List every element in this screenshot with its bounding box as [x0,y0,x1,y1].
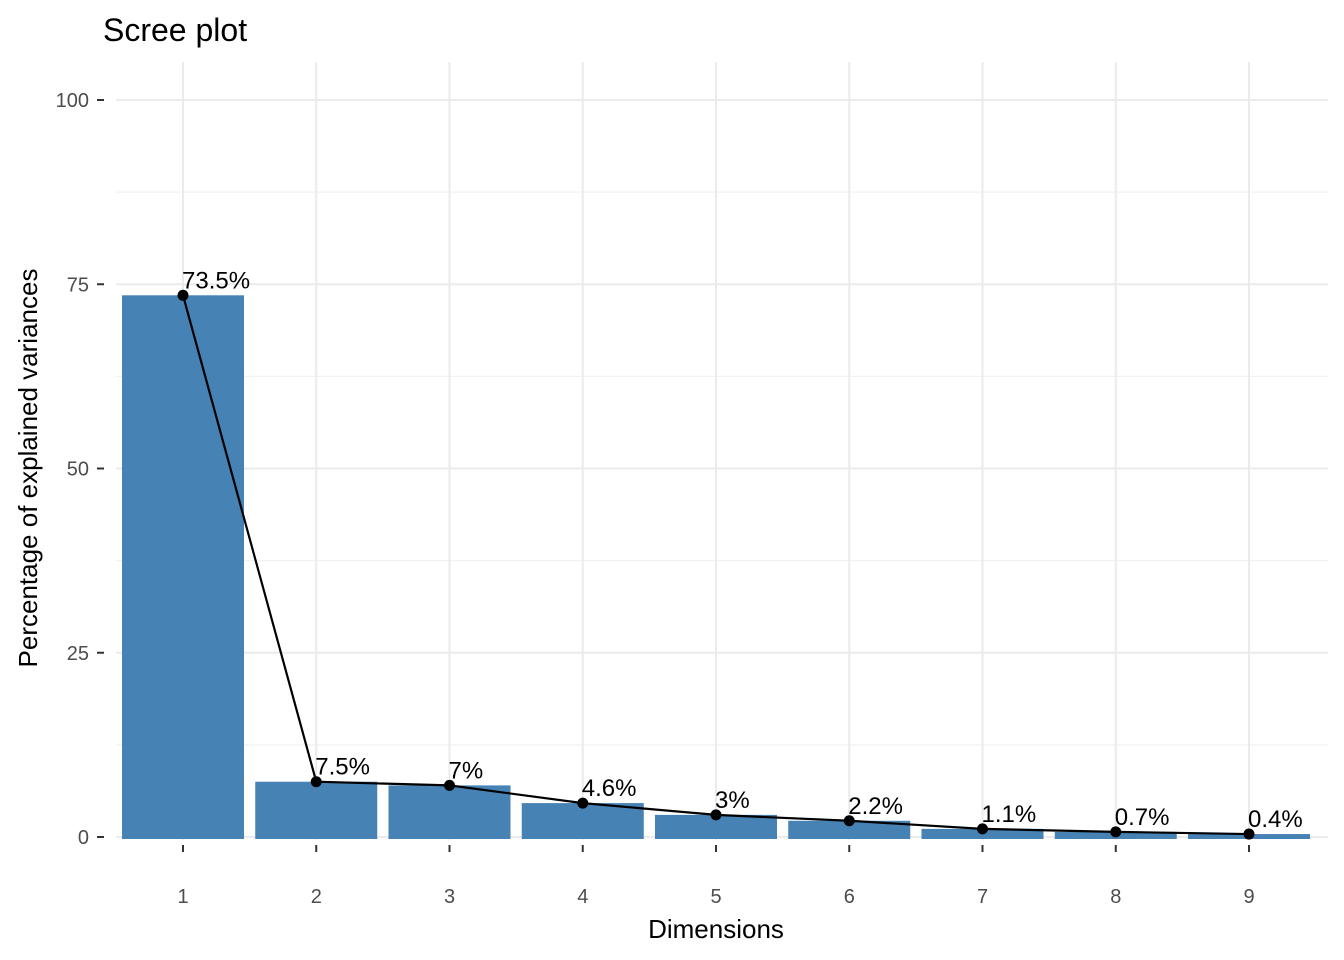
data-label-dim-5: 3% [715,787,750,814]
bar-dim-4 [521,803,644,839]
point-dim-2 [310,776,322,788]
data-label-dim-7: 1.1% [982,801,1037,828]
variance-line [177,289,1255,840]
chart-title: Scree plot [103,12,247,48]
bar-dim-2 [255,781,378,839]
x-tick-label: 9 [1243,886,1254,908]
bar-dim-1 [122,295,244,839]
x-axis-title: Dimensions [648,914,784,944]
data-label-dim-8: 0.7% [1115,804,1170,831]
point-dim-4 [577,797,589,809]
point-dim-1 [177,289,189,301]
bar-dim-3 [388,785,511,839]
x-axis: 1 2 3 4 5 6 7 8 9 [177,845,1255,908]
y-axis-title: Percentage of explained variances [13,269,43,668]
point-dim-5 [710,809,722,821]
bars [122,295,1310,839]
x-tick-label: 8 [1110,886,1121,908]
point-dim-9 [1243,828,1255,840]
x-tick-label: 5 [710,886,721,908]
data-labels: 73.5% 7.5% 7% 4.6% 3% 2.2% 1.1% 0.7% 0.4% [182,267,1303,833]
data-label-dim-9: 0.4% [1248,806,1303,833]
x-tick-label: 1 [177,886,188,908]
data-label-dim-3: 7% [449,757,484,784]
point-dim-8 [1110,826,1122,838]
data-label-dim-1: 73.5% [182,267,250,294]
y-tick-label: 50 [67,459,89,481]
y-tick-label: 75 [67,274,89,296]
point-dim-6 [843,815,855,827]
data-label-dim-2: 7.5% [315,754,370,781]
x-tick-label: 6 [844,886,855,908]
y-tick-label: 0 [78,827,89,849]
point-dim-3 [444,779,455,791]
data-label-dim-4: 4.6% [582,775,637,802]
grid [116,62,1328,840]
y-tick-label: 100 [56,90,89,112]
y-axis: 0 25 50 75 100 [56,90,104,849]
point-dim-7 [977,823,988,835]
x-tick-label: 2 [311,886,322,908]
x-tick-label: 3 [444,886,455,908]
x-tick-label: 4 [577,886,588,908]
y-tick-label: 25 [67,643,89,665]
data-label-dim-6: 2.2% [848,793,903,820]
x-tick-label: 7 [977,886,988,908]
bar-dim-6 [788,820,911,839]
